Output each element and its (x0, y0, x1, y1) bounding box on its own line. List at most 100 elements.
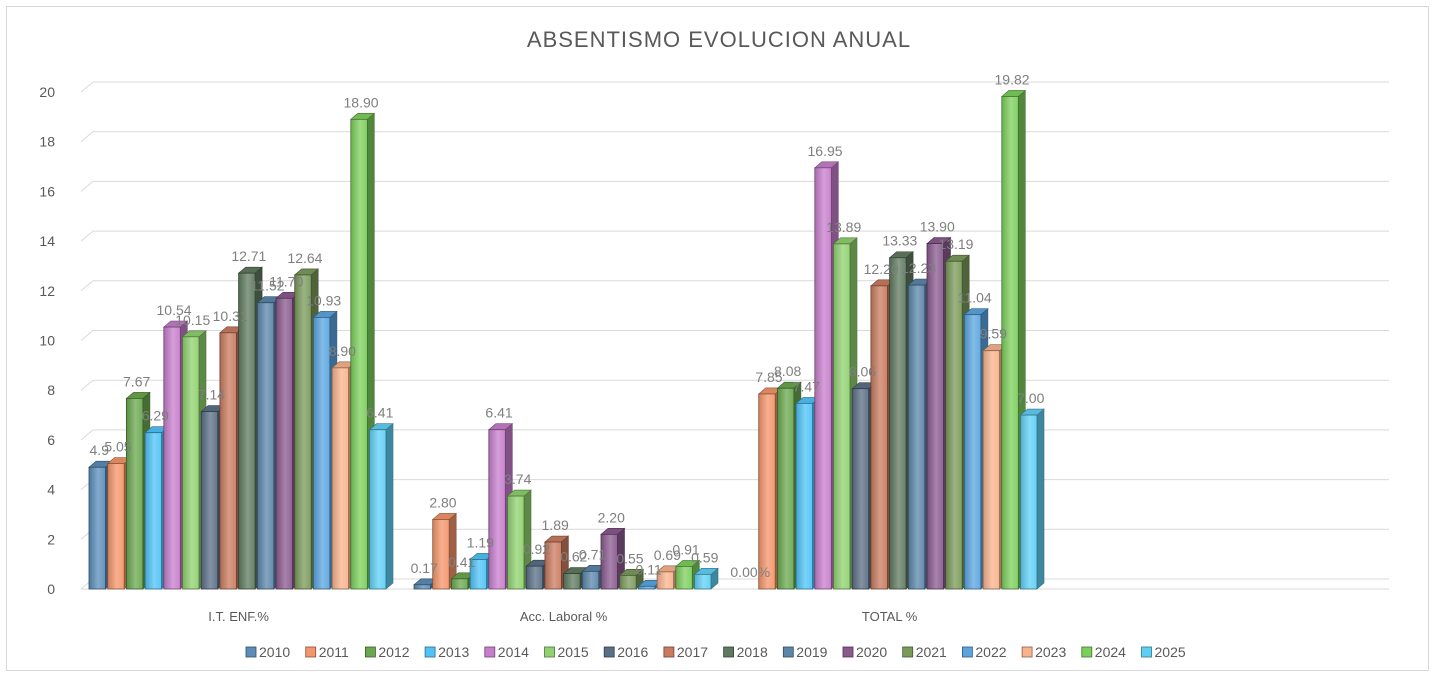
data-label: 0.11 (636, 561, 662, 577)
legend-swatch (603, 646, 615, 658)
legend-item-2010: 2010 (245, 644, 290, 660)
legend-item-2019: 2019 (782, 644, 828, 660)
data-label: 3.74 (504, 471, 531, 487)
data-label: 16.95 (808, 143, 843, 159)
y-tick-label: 20 (39, 84, 55, 100)
category-label: I.T. ENF.% (208, 609, 269, 624)
data-label: 11.04 (958, 290, 992, 306)
y-tick-label: 10 (39, 333, 55, 349)
data-label: 0.62 (560, 549, 587, 565)
data-label: 18.90 (344, 94, 379, 110)
data-label: 0.59 (691, 549, 718, 565)
legend-label: 2010 (259, 644, 290, 660)
data-label: 6.41 (366, 405, 393, 421)
legend-item-2017: 2017 (663, 644, 708, 660)
data-label: 12.71 (231, 248, 266, 264)
y-tick-label: 4 (47, 482, 55, 498)
data-label: 1.89 (542, 517, 569, 533)
data-label: 0.69 (654, 547, 681, 563)
data-label: 1.19 (467, 534, 494, 550)
legend-swatch (1081, 646, 1093, 658)
legend-swatch (723, 646, 734, 658)
y-tick-label: 12 (39, 283, 55, 299)
legend-label: 2021 (916, 644, 947, 660)
data-label: 13.89 (826, 219, 861, 235)
legend-label: 2011 (319, 644, 349, 660)
data-label: 8.08 (774, 363, 801, 379)
legend-swatch (663, 646, 675, 658)
legend-item-2025: 2025 (1141, 644, 1186, 660)
data-label: 7.85 (755, 369, 782, 385)
y-tick-label: 16 (39, 183, 55, 199)
data-labels-layer: 4.95.057.676.2910.5410.157.1410.3112.711… (90, 71, 1045, 580)
category-label: Acc. Laboral % (520, 609, 608, 624)
gridline-diag (80, 379, 94, 391)
gridline-diag (80, 181, 94, 192)
legend-label: 2012 (378, 644, 409, 660)
bar-2011-1 (431, 512, 458, 590)
data-label: 0.00% (730, 564, 770, 580)
y-tick-label: 2 (47, 531, 55, 547)
data-label: 9.59 (980, 326, 1007, 342)
data-label: 10.31 (213, 308, 248, 324)
chart-frame: ABSENTISMO EVOLUCION ANUAL 0 2 4 6 8 10 12 14 16… (6, 6, 1429, 671)
bar-2024-1 (674, 559, 701, 590)
bar-2024-2 (1000, 89, 1027, 590)
bar-2025-0 (368, 423, 394, 590)
data-label: 12.64 (287, 250, 322, 266)
data-label: 0.55 (616, 550, 643, 566)
bars-layer (88, 89, 1045, 590)
data-label: 8.06 (849, 364, 876, 380)
legend: 2010 2011 2012 2013 2014 2015 2016 2017 2018 2019… (245, 644, 1186, 660)
legend-swatch (305, 646, 317, 658)
y-tick-label: 8 (47, 382, 55, 398)
legend-item-2023: 2023 (1021, 644, 1066, 660)
y-tick-label: 18 (39, 134, 55, 150)
data-label: 19.82 (995, 71, 1030, 87)
bar-2025-1 (693, 567, 719, 590)
legend-swatch (484, 646, 496, 658)
data-label: 0.91 (672, 541, 699, 557)
data-label: 4.9 (90, 442, 110, 458)
legend-swatch (544, 646, 555, 658)
chart-svg: ABSENTISMO EVOLUCION ANUAL 0 2 4 6 8 10 12 14 16… (39, 27, 1389, 660)
legend-swatch (424, 646, 436, 658)
data-label: 7.67 (123, 373, 150, 389)
legend-swatch (842, 646, 854, 658)
legend-swatch (782, 646, 794, 658)
legend-swatch (245, 646, 257, 658)
gridline-diag (80, 330, 94, 341)
y-tick-label: 14 (39, 233, 55, 249)
legend-swatch (962, 646, 973, 658)
category-label: TOTAL % (862, 609, 918, 624)
gridline-diag (80, 81, 94, 93)
legend-item-2021: 2021 (902, 644, 947, 660)
data-label: 0.92 (523, 541, 550, 557)
data-label: 12.20 (864, 261, 899, 277)
data-label: 13.19 (938, 236, 973, 252)
y-axis-ticks: 0 2 4 6 8 10 12 14 16 18 20 (39, 84, 55, 597)
legend-item-2018: 2018 (723, 644, 768, 660)
data-label: 0.71 (579, 546, 606, 562)
data-label: 10.54 (157, 302, 192, 318)
legend-item-2015: 2015 (544, 644, 589, 660)
data-label: 12.23 (901, 260, 936, 276)
data-label: 7.14 (198, 387, 225, 403)
legend-label: 2018 (737, 644, 768, 660)
data-label: 0.17 (411, 560, 438, 576)
data-label: 6.41 (485, 405, 512, 421)
bar-2021-1 (618, 568, 645, 590)
data-label: 7.47 (793, 378, 820, 394)
legend-item-2024: 2024 (1081, 644, 1126, 660)
y-tick-label: 0 (47, 581, 55, 597)
legend-item-2022: 2022 (962, 644, 1007, 660)
data-label: 6.29 (142, 408, 169, 424)
data-label: 11.70 (269, 273, 303, 289)
legend-label: 2014 (498, 644, 529, 660)
legend-swatch (902, 646, 914, 658)
gridline-diag (80, 230, 94, 242)
legend-label: 2015 (558, 644, 589, 660)
legend-label: 2017 (677, 644, 708, 660)
legend-label: 2025 (1155, 644, 1186, 660)
legend-label: 2019 (796, 644, 827, 660)
